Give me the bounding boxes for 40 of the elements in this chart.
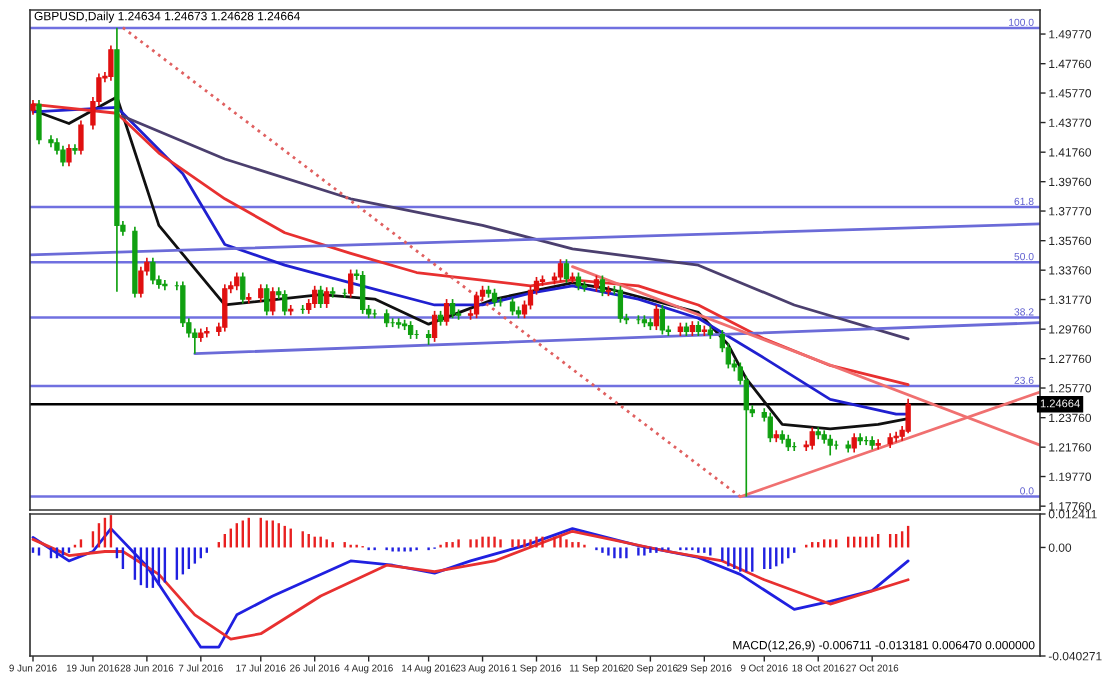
candlestick xyxy=(893,430,899,443)
candlestick xyxy=(473,290,480,320)
candlestick xyxy=(659,304,666,336)
candlestick xyxy=(348,268,354,299)
candlestick xyxy=(827,433,833,457)
candlestick xyxy=(78,119,84,156)
candlestick xyxy=(60,144,66,168)
candlestick xyxy=(162,279,168,292)
candlestick xyxy=(264,283,270,317)
candlestick xyxy=(557,258,564,283)
candlestick xyxy=(66,143,72,168)
candlestick xyxy=(875,438,881,451)
candlestick xyxy=(72,143,78,156)
candlestick xyxy=(312,284,318,309)
candlestick xyxy=(851,432,857,454)
candlestick xyxy=(138,265,144,299)
candlestick xyxy=(431,310,438,343)
candlestick xyxy=(563,258,570,284)
candlestick xyxy=(905,397,911,435)
candlestick xyxy=(240,271,246,305)
candlestick xyxy=(360,270,366,315)
candlestick xyxy=(653,304,660,331)
candlestick xyxy=(449,298,456,320)
candlestick xyxy=(246,292,252,305)
candlestick xyxy=(150,256,156,286)
candlestick xyxy=(270,286,276,317)
candlestick xyxy=(36,99,42,146)
line-series xyxy=(121,114,910,341)
candlestick xyxy=(222,283,228,333)
candlestick xyxy=(809,426,815,451)
candlestick xyxy=(767,411,773,443)
candlestick xyxy=(108,44,114,82)
candlestick xyxy=(318,284,324,309)
candlestick xyxy=(330,286,336,299)
candlestick xyxy=(617,284,624,324)
candlestick xyxy=(527,284,534,311)
candlestick xyxy=(599,274,606,297)
candlestick xyxy=(443,298,450,327)
candlestick xyxy=(282,289,288,317)
candlestick xyxy=(324,286,330,309)
